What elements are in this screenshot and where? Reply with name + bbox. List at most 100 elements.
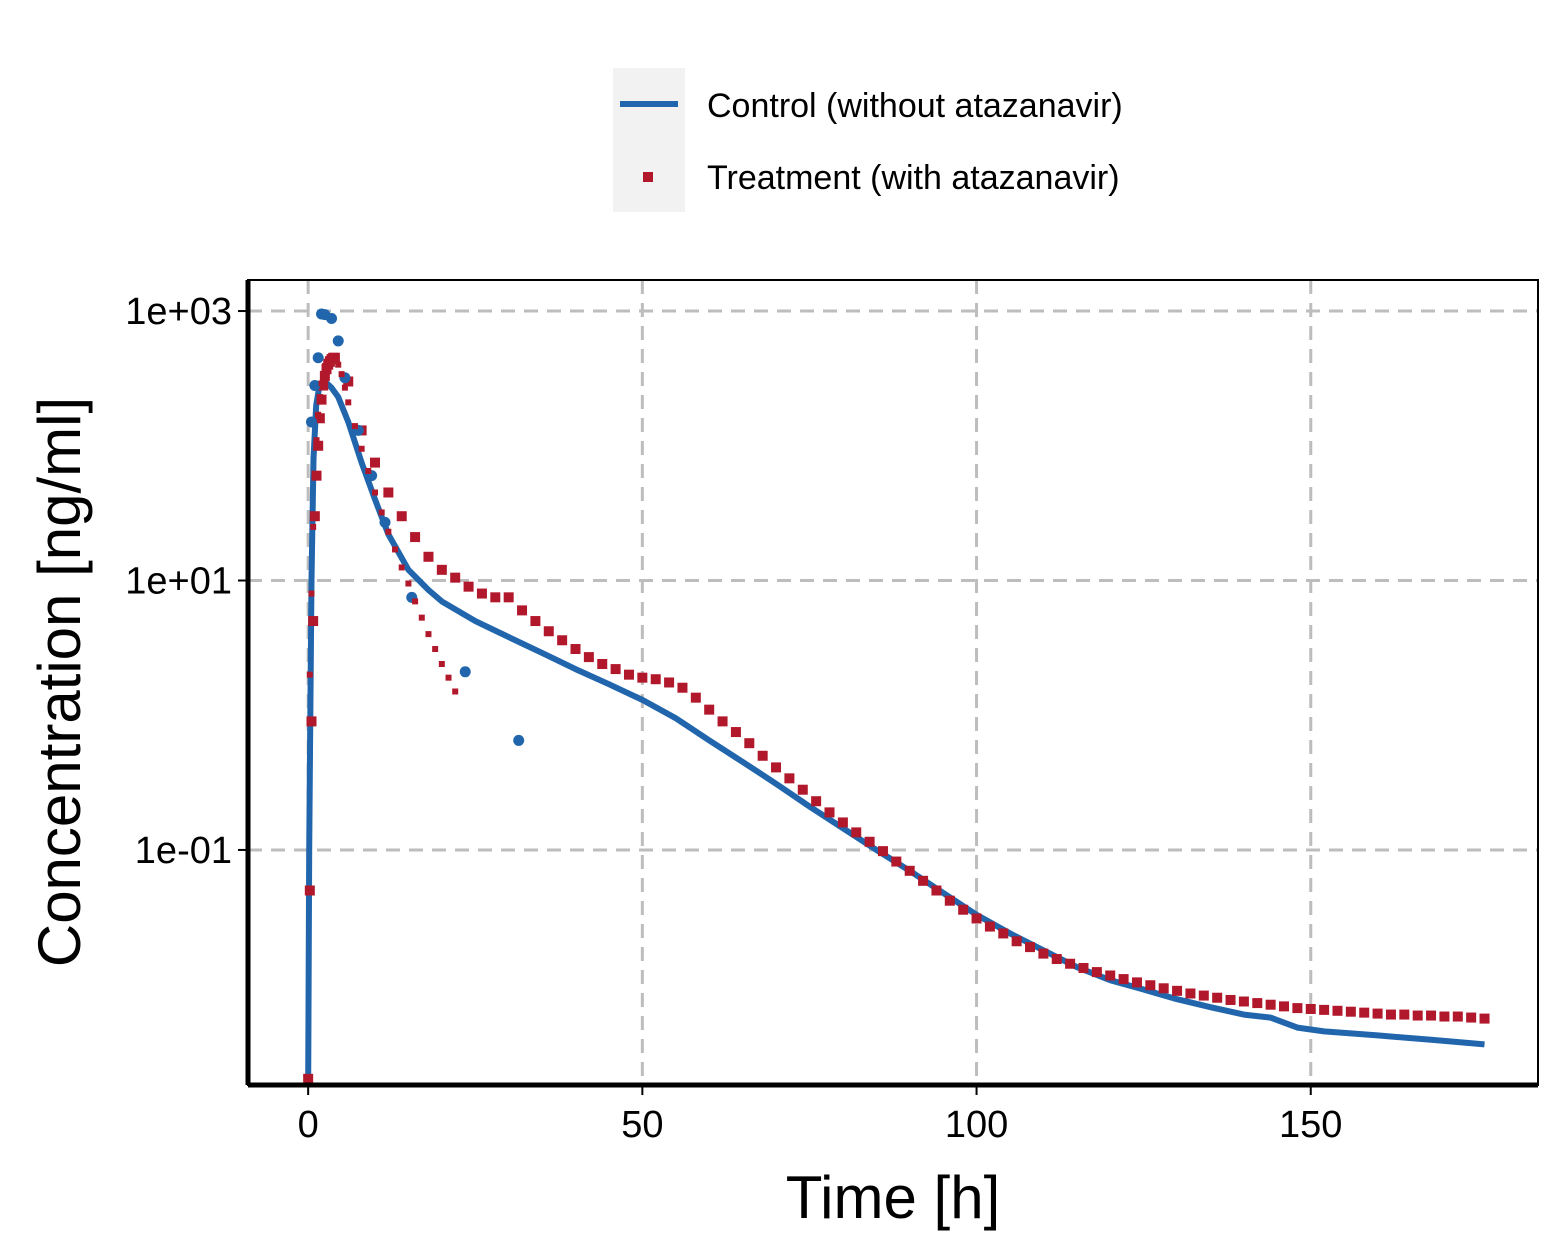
treatment-point — [1105, 970, 1116, 981]
plot-panel — [248, 280, 1538, 1085]
series-treatment_obs — [306, 354, 459, 695]
x-axis-title: Time [h] — [786, 1164, 1000, 1231]
series-control — [305, 378, 1485, 1079]
treatment-point — [476, 588, 487, 599]
legend-key-treatment — [643, 172, 653, 182]
treatment-point — [314, 413, 325, 424]
treatment-point — [490, 592, 501, 603]
treatment-point — [771, 762, 782, 773]
treatment-observed-point — [412, 598, 419, 605]
treatment-point — [1131, 977, 1142, 988]
control-observed-point — [459, 666, 471, 678]
treatment-observed-point — [308, 590, 315, 597]
treatment-observed-point — [358, 445, 365, 452]
treatment-point — [1091, 967, 1102, 978]
treatment-observed-point — [316, 394, 323, 401]
treatment-observed-point — [425, 631, 432, 638]
y-axis-title: Concentration [ng/ml] — [26, 397, 93, 967]
treatment-point — [1372, 1008, 1383, 1019]
control-observed-point — [332, 335, 344, 347]
treatment-observed-point — [335, 361, 342, 368]
treatment-point — [958, 904, 969, 915]
treatment-observed-point — [371, 489, 378, 496]
treatment-observed-point — [445, 674, 452, 681]
x-tick-label: 0 — [298, 1104, 319, 1146]
series-line-control — [305, 378, 1485, 1079]
treatment-point — [1385, 1009, 1396, 1020]
treatment-point — [543, 626, 554, 637]
treatment-point — [637, 672, 648, 683]
y-tick-label: 1e-01 — [135, 830, 232, 872]
treatment-observed-point — [321, 363, 328, 370]
treatment-observed-point — [432, 646, 439, 653]
treatment-point — [313, 440, 324, 451]
control-observed-point — [379, 516, 391, 528]
treatment-point — [436, 564, 447, 575]
y-axis-ticks: 1e+03 1e+01 1e-01 — [125, 291, 248, 872]
treatment-point — [1292, 1003, 1303, 1014]
treatment-point — [1345, 1006, 1356, 1017]
treatment-point — [423, 551, 434, 562]
treatment-point — [1479, 1013, 1490, 1024]
treatment-point — [1225, 994, 1236, 1005]
treatment-point — [623, 669, 634, 680]
treatment-point — [837, 817, 848, 828]
treatment-point — [1332, 1005, 1343, 1016]
treatment-point — [1412, 1010, 1423, 1021]
treatment-point — [303, 1073, 314, 1084]
treatment-point — [1065, 958, 1076, 969]
treatment-point — [984, 921, 995, 932]
treatment-point — [1279, 1001, 1290, 1012]
treatment-point — [1265, 999, 1276, 1010]
control-observed-point — [305, 416, 317, 428]
treatment-point — [570, 644, 581, 655]
treatment-point — [677, 682, 688, 693]
treatment-point — [1038, 948, 1049, 959]
treatment-point — [851, 827, 862, 838]
treatment-point — [1118, 974, 1129, 985]
treatment-observed-point — [345, 399, 352, 406]
treatment-point — [1172, 985, 1183, 996]
series-layer — [303, 308, 1490, 1084]
treatment-observed-point — [392, 546, 399, 553]
treatment-observed-point — [438, 660, 445, 667]
legend-label-control: Control (without atazanavir) — [707, 87, 1123, 125]
treatment-point — [308, 616, 319, 627]
treatment-point — [1198, 990, 1209, 1001]
treatment-point — [650, 674, 661, 685]
treatment-observed-point — [365, 467, 372, 474]
treatment-point — [583, 652, 594, 663]
x-tick-label: 150 — [1279, 1104, 1342, 1146]
treatment-point — [904, 865, 915, 876]
treatment-point — [383, 487, 394, 498]
treatment-point — [690, 692, 701, 703]
treatment-point — [931, 885, 942, 896]
treatment-point — [944, 895, 955, 906]
treatment-observed-point — [452, 688, 459, 695]
treatment-observed-point — [351, 423, 358, 430]
treatment-point — [757, 750, 768, 761]
x-tick-label: 100 — [945, 1104, 1008, 1146]
treatment-point — [730, 727, 741, 738]
treatment-point — [1238, 996, 1249, 1007]
treatment-point — [744, 738, 755, 749]
treatment-point — [1051, 954, 1062, 965]
treatment-point — [463, 581, 474, 592]
treatment-point — [1466, 1012, 1477, 1023]
treatment-point — [1145, 980, 1156, 991]
treatment-point — [1078, 962, 1089, 973]
treatment-point — [971, 913, 982, 924]
control-observed-point — [326, 313, 338, 325]
treatment-observed-point — [315, 411, 322, 418]
treatment-point — [557, 635, 568, 646]
treatment-point — [610, 664, 621, 675]
y-tick-label: 1e+03 — [125, 291, 232, 333]
treatment-observed-point — [331, 356, 338, 363]
treatment-point — [450, 572, 461, 583]
treatment-point — [824, 807, 835, 818]
treatment-point — [1439, 1011, 1450, 1022]
treatment-point — [309, 511, 320, 522]
treatment-observed-point — [306, 671, 313, 678]
treatment-observed-point — [310, 523, 317, 530]
treatment-point — [704, 704, 715, 715]
